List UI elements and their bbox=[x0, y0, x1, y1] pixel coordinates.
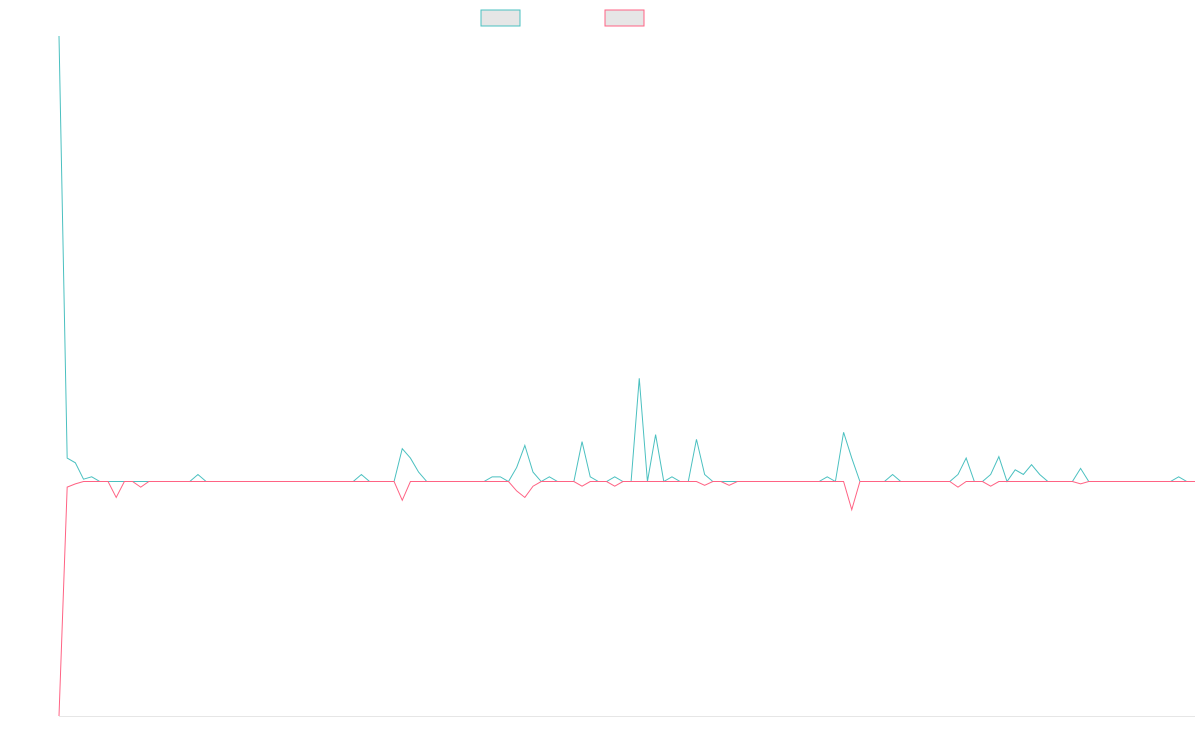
legend-swatch bbox=[604, 9, 645, 27]
series-line bbox=[58, 35, 1195, 483]
legend-swatch bbox=[480, 9, 521, 27]
series-line bbox=[58, 481, 1195, 717]
